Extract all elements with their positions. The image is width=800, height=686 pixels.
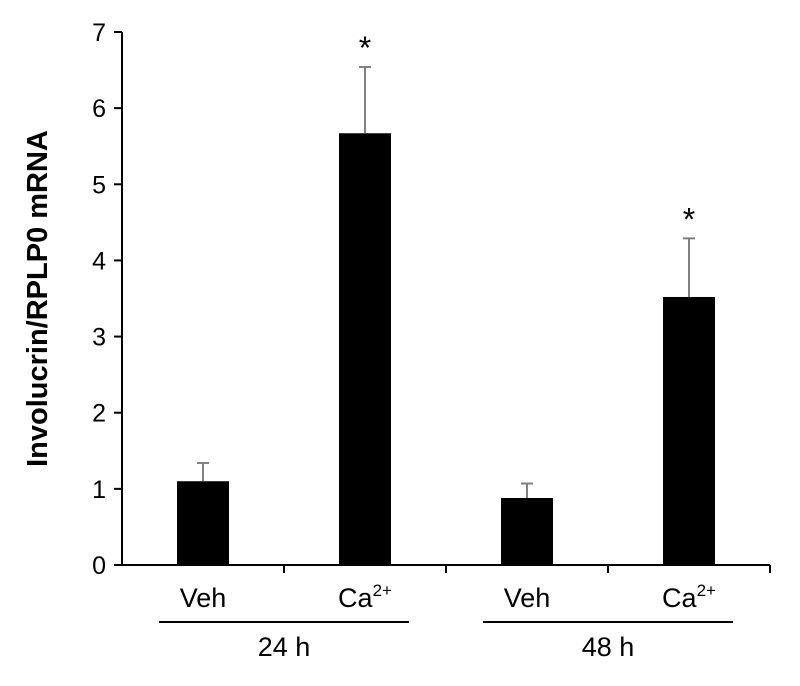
- bars: [177, 133, 715, 565]
- y-tick-label-0: 0: [92, 552, 106, 580]
- bar-2: [501, 497, 553, 565]
- category-label-1: Ca2+: [338, 581, 392, 613]
- group-label-0: 24 h: [258, 632, 311, 662]
- significance-marks: **: [359, 30, 695, 237]
- y-axis-label: Involucrin/RPLP0 mRNA: [22, 130, 54, 467]
- error-bars: [197, 66, 695, 498]
- y-tick-label-3: 3: [92, 324, 106, 352]
- y-tick-label-4: 4: [92, 247, 106, 275]
- category-label-3: Ca2+: [662, 581, 716, 613]
- category-label-2: Veh: [504, 583, 551, 613]
- y-tick-label-2: 2: [92, 400, 106, 428]
- group-label-1: 48 h: [582, 632, 635, 662]
- category-labels: Veh Ca2+ Veh Ca2+: [180, 581, 716, 613]
- significance-mark-3: *: [683, 201, 695, 237]
- category-label-0: Veh: [180, 583, 227, 613]
- y-tick-label-7: 7: [92, 19, 106, 47]
- group-labels: 24 h 48 h: [159, 621, 733, 662]
- bar-0: [177, 481, 229, 565]
- bar-1: [339, 133, 391, 565]
- y-tick-label-1: 1: [92, 476, 106, 504]
- significance-mark-1: *: [359, 30, 371, 66]
- bar-3: [663, 296, 715, 565]
- y-tick-label-5: 5: [92, 171, 106, 199]
- y-ticks: 0 1 2 3 4 5 6 7: [92, 19, 771, 580]
- y-tick-label-6: 6: [92, 95, 106, 123]
